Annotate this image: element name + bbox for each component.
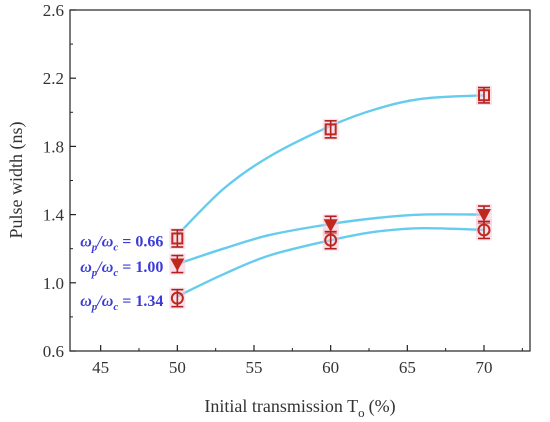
x-axis-title-subscript: o [358, 405, 365, 420]
y-axis-title: Pulse width (ns) [6, 121, 27, 238]
x-axis-title-unit: (%) [369, 396, 396, 417]
x-tick-label: 55 [246, 358, 263, 377]
x-tick-label: 45 [92, 358, 109, 377]
series-label-2: ωp/ωc = 1.34 [80, 293, 163, 313]
x-tick-label: 60 [322, 358, 339, 377]
series-labels: ωp/ωc = 0.66 ωp/ωc = 1.00 ωp/ωc = 1.34 [80, 233, 163, 313]
x-axis-title-text: Initial transmission T [204, 396, 358, 416]
y-tick-label: 1.8 [43, 137, 64, 156]
x-axis-title: Initial transmission To (%) [204, 396, 395, 420]
y-tick-label: 0.6 [43, 342, 64, 361]
data-point-triangle-down [170, 258, 185, 272]
data-point-square [171, 232, 184, 245]
data-point-square [478, 89, 490, 102]
x-tick-label: 65 [399, 358, 416, 377]
data-markers [170, 89, 492, 305]
data-point-circle [170, 291, 184, 305]
y-tick-label: 1.0 [43, 274, 64, 293]
data-point-square [324, 123, 337, 136]
x-axis-ticks: 45 50 55 60 65 70 [92, 345, 523, 377]
data-point-circle [477, 223, 491, 237]
error-bars [169, 85, 492, 309]
series-label-1: ωp/ωc = 1.00 [80, 259, 163, 279]
y-axis-ticks: 0.6 1.0 1.4 1.8 2.2 2.6 [43, 1, 76, 361]
x-tick-label: 50 [169, 358, 186, 377]
series-label-0: ωp/ωc = 0.66 [80, 233, 163, 253]
y-tick-label: 2.6 [43, 1, 64, 20]
y-tick-label: 1.4 [43, 206, 65, 225]
data-point-triangle-down [323, 219, 338, 233]
x-tick-label: 70 [476, 358, 493, 377]
data-point-circle [324, 233, 338, 247]
y-tick-label: 2.2 [43, 69, 64, 88]
data-point-triangle-down [476, 209, 492, 222]
